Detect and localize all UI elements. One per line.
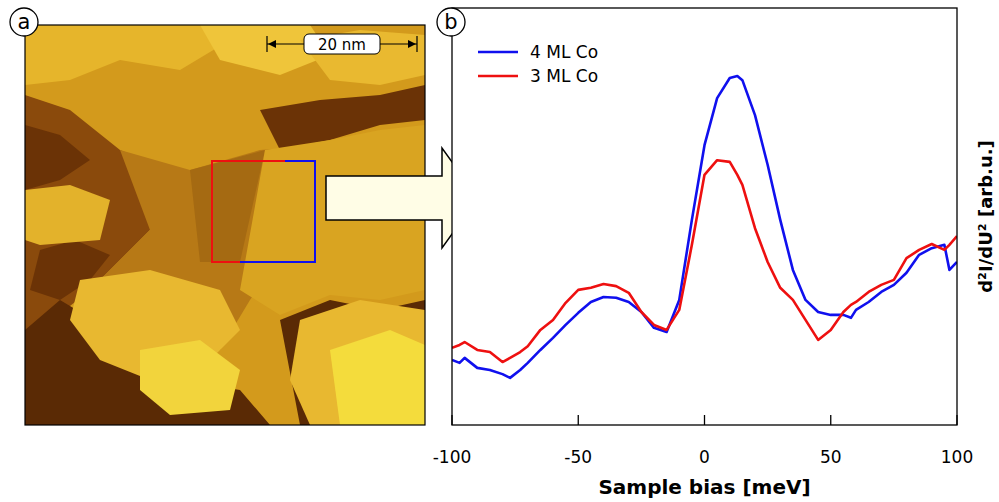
region-3ml (212, 161, 285, 262)
panel-letter-circle (10, 8, 38, 36)
x-tick (578, 415, 579, 425)
legend-swatch (478, 51, 518, 54)
x-tick (956, 415, 957, 425)
terrace (300, 30, 425, 85)
scale-bar: 20 nm (267, 34, 417, 54)
lines (452, 76, 957, 378)
panel-letter: b (444, 10, 457, 34)
x-tick (704, 415, 705, 425)
terrace (140, 340, 240, 415)
series-line (452, 160, 957, 362)
terrace (330, 330, 425, 425)
series-line (452, 76, 957, 378)
panel-letter: a (18, 10, 31, 34)
image-ground (25, 25, 425, 425)
legend-label: 4 ML Co (530, 42, 598, 62)
x-tick-label: 0 (699, 447, 710, 467)
panel-letter-circle (437, 8, 465, 36)
x-tick-label: 50 (820, 447, 842, 467)
scale-bar-end (416, 36, 417, 52)
scale-bar-arrow (268, 40, 276, 48)
x-tick-label: -50 (564, 447, 592, 467)
topography-image (25, 25, 425, 425)
plot-bg (452, 8, 957, 425)
x-tick-label: 100 (941, 447, 973, 467)
x-tick (830, 415, 831, 425)
scale-bar-arrow (408, 40, 416, 48)
scale-bar-label: 20 nm (318, 36, 366, 54)
legend-label: 3 ML Co (530, 66, 598, 86)
plot-frame (452, 8, 957, 425)
terrace (25, 185, 110, 245)
terrace (290, 300, 425, 425)
y-axis-title: d²I/dU² [arb.u.] (975, 140, 996, 293)
legend-swatch (478, 75, 518, 78)
terrace (25, 25, 230, 85)
image-frame (25, 25, 425, 425)
scale-bar-box (304, 34, 380, 54)
x-tick (451, 415, 452, 425)
scale-bar-end (266, 36, 267, 52)
region-4ml (240, 161, 315, 262)
x-axis-title: Sample bias [meV] (598, 475, 810, 499)
terrace (25, 125, 90, 190)
terrace (280, 300, 425, 425)
x-tick-label: -100 (433, 447, 472, 467)
